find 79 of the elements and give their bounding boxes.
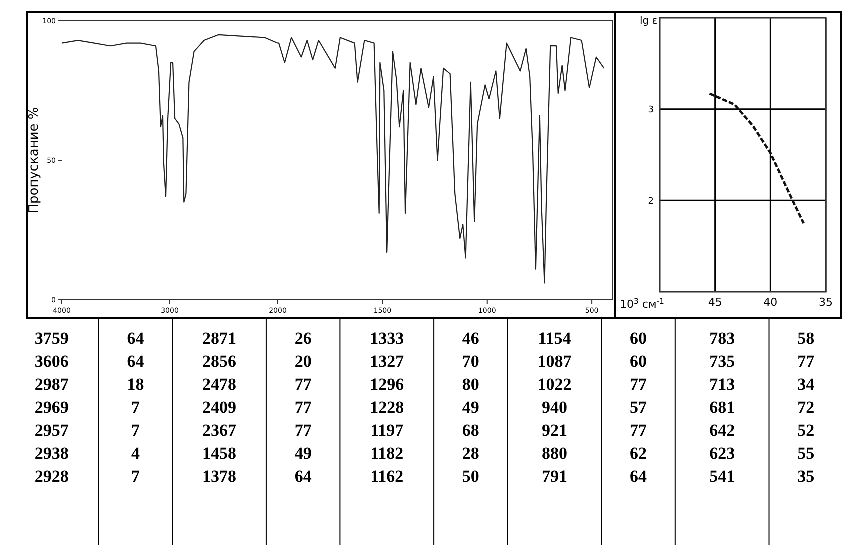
data-label: 57 xyxy=(630,398,648,417)
x-axis-title: 10$^{3}$ см$^{-1}$ xyxy=(620,296,665,311)
x-tick-label: 35 xyxy=(819,296,833,309)
data-label: 7 xyxy=(131,467,140,486)
data-label: 77 xyxy=(798,352,816,371)
category-label: 1333 xyxy=(370,329,404,348)
data-label: 64 xyxy=(127,352,145,371)
category-label: 2969 xyxy=(34,398,69,417)
y-tick-label: 3 xyxy=(648,105,654,116)
category-label: 2987 xyxy=(34,375,70,394)
category-label: 2938 xyxy=(34,444,69,463)
category-label: 713 xyxy=(710,375,736,394)
category-label: 791 xyxy=(542,467,568,486)
data-label: 4 xyxy=(131,444,140,463)
category-label: 735 xyxy=(710,352,736,371)
category-label: 1458 xyxy=(202,444,237,463)
category-label: 1182 xyxy=(370,444,404,463)
category-label: 2478 xyxy=(202,375,237,394)
data-label: 60 xyxy=(630,329,648,348)
data-label: 7 xyxy=(131,421,140,440)
data-label: 80 xyxy=(462,375,480,394)
data-label: 49 xyxy=(294,444,312,463)
data-label: 55 xyxy=(798,444,815,463)
data-label: 7 xyxy=(131,398,140,417)
data-label: 68 xyxy=(462,421,480,440)
category-label: 1228 xyxy=(370,398,404,417)
data-label: 72 xyxy=(798,398,815,417)
category-label: 3606 xyxy=(34,352,69,371)
category-label: 642 xyxy=(710,421,736,440)
data-label: 28 xyxy=(462,444,480,463)
category-label: 3759 xyxy=(34,329,69,348)
data-label: 34 xyxy=(798,375,816,394)
data-label: 46 xyxy=(462,329,480,348)
data-label: 77 xyxy=(294,398,312,417)
category-label: 541 xyxy=(710,467,736,486)
data-label: 58 xyxy=(798,329,815,348)
category-label: 623 xyxy=(710,444,736,463)
category-label: 2409 xyxy=(202,398,237,417)
category-label: 2367 xyxy=(202,421,238,440)
data-label: 60 xyxy=(630,352,648,371)
category-label: 1296 xyxy=(370,375,404,394)
category-label: 1378 xyxy=(202,467,237,486)
data-label: 49 xyxy=(462,398,480,417)
category-label: 1327 xyxy=(370,352,405,371)
category-label: 2856 xyxy=(202,352,237,371)
y-tick-label: 2 xyxy=(648,196,654,207)
data-label: 64 xyxy=(630,467,648,486)
category-label: 1022 xyxy=(538,375,572,394)
data-label: 64 xyxy=(294,467,312,486)
category-label: 783 xyxy=(710,329,736,348)
category-label: 940 xyxy=(542,398,568,417)
data-label: 20 xyxy=(294,352,312,371)
x-tick-label: 45 xyxy=(708,296,722,309)
category-label: 1154 xyxy=(538,329,572,348)
x-tick-label: 40 xyxy=(764,296,778,309)
data-label: 52 xyxy=(798,421,815,440)
category-label: 1197 xyxy=(370,421,404,440)
data-label: 70 xyxy=(462,352,480,371)
y-axis-title: Пропускание % xyxy=(27,107,42,214)
data-label: 77 xyxy=(630,375,648,394)
data-label: 62 xyxy=(630,444,648,463)
category-label: 1087 xyxy=(538,352,572,371)
category-label: 681 xyxy=(710,398,736,417)
data-label: 77 xyxy=(294,375,312,394)
data-label: 18 xyxy=(127,375,144,394)
category-label: 1162 xyxy=(370,467,404,486)
data-label: 35 xyxy=(798,467,815,486)
data-label: 77 xyxy=(630,421,648,440)
category-label: 2928 xyxy=(34,467,69,486)
data-label: 64 xyxy=(127,329,145,348)
category-label: 880 xyxy=(542,444,568,463)
data-label: 50 xyxy=(462,467,480,486)
category-label: 2871 xyxy=(202,329,237,348)
data-label: 26 xyxy=(294,329,312,348)
category-label: 921 xyxy=(542,421,568,440)
line-series xyxy=(708,92,806,225)
data-label: 77 xyxy=(294,421,312,440)
category-label: 2957 xyxy=(34,421,70,440)
y-axis-title: lg ε xyxy=(640,16,658,27)
